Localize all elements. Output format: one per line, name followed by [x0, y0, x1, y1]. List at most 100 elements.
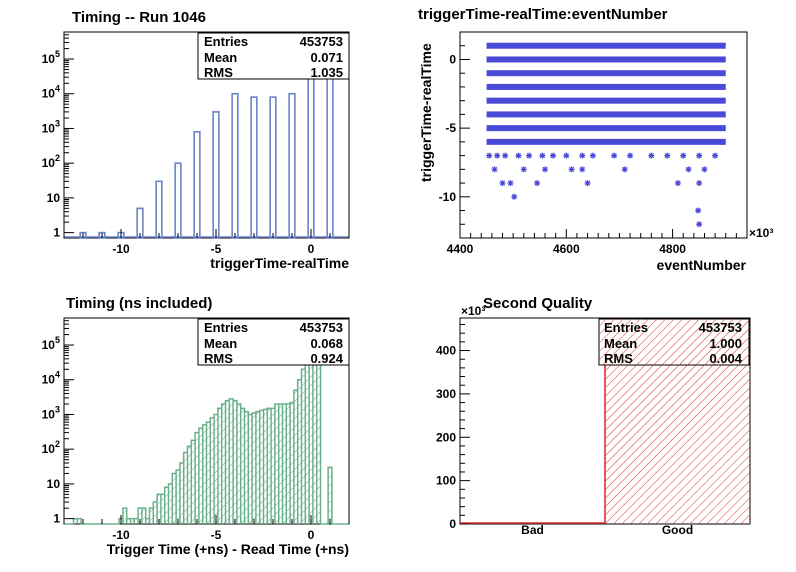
stats-box-hatch [599, 319, 749, 365]
stats-box-frame [197, 32, 350, 80]
scatter-point [526, 152, 533, 159]
scatter-band [486, 125, 726, 132]
stats-rms-value: 0.004 [709, 351, 742, 366]
scatter-point [494, 152, 501, 159]
panel-title: Timing (ns included) [66, 295, 212, 312]
stats-box: Entries 453753 Mean 0.068 RMS 0.924 [197, 318, 350, 366]
stats-rms-value: 1.035 [310, 65, 343, 80]
stats-box: Entries 453753 Mean 1.000 RMS 0.004 [598, 318, 750, 366]
axes: 4400 4600 4800 -10 -5 0 [439, 31, 748, 256]
histogram-bar [174, 162, 182, 239]
scatter-point [627, 152, 634, 159]
scatter-point [499, 180, 506, 187]
scatter-point [695, 207, 702, 214]
stats-mean-value: 0.068 [310, 336, 343, 351]
scatter-point [534, 180, 541, 187]
stats-mean-value: 0.071 [310, 50, 343, 65]
y-tick-label: 400 [436, 344, 456, 358]
stats-entries-value: 453753 [300, 34, 343, 49]
scatter-point [621, 166, 628, 173]
scatter-point [550, 152, 557, 159]
scatter-points [486, 42, 726, 228]
panel-timing-ns: Timing (ns included) -10 -5 0 1 10 102 103 104 1… [42, 295, 350, 557]
scatter-point [579, 166, 586, 173]
stats-entries-label: Entries [604, 320, 648, 335]
scatter-band [486, 70, 726, 77]
plot-frame [459, 31, 748, 239]
y-tick-label: 105 [42, 335, 60, 352]
histogram-outline [64, 323, 349, 525]
scatter-band [486, 56, 726, 63]
y-tick-label: 104 [42, 84, 60, 101]
stats-rms-value: 0.924 [310, 351, 343, 366]
x-tick-label: -10 [112, 242, 130, 256]
y-tick-label: 105 [42, 49, 60, 66]
plot-frame [63, 31, 350, 239]
histogram-bar [193, 131, 201, 239]
y-tick-label: 1 [53, 512, 60, 526]
y-tick-label: 0 [449, 52, 456, 66]
scatter-band [486, 83, 726, 90]
x-axis-multiplier: ×10³ [749, 226, 773, 240]
scatter-point [511, 193, 518, 200]
stats-mean-label: Mean [204, 336, 237, 351]
scatter-point [542, 166, 549, 173]
x-tick-label: -10 [112, 528, 130, 542]
scatter-point [696, 221, 703, 228]
scatter-point [701, 166, 708, 173]
y-axis-label: triggerTime-realTime [418, 43, 434, 182]
y-tick-label: 104 [42, 370, 60, 387]
stats-rms-label: RMS [604, 351, 633, 366]
x-tick-label: 4600 [553, 242, 580, 256]
scatter-point [589, 152, 596, 159]
scatter-point [685, 166, 692, 173]
histogram-bar [288, 92, 296, 239]
scatter-point [680, 152, 687, 159]
y-tick-label: -10 [439, 190, 457, 204]
scatter-band [486, 42, 726, 49]
y-tick-label: -5 [445, 121, 456, 135]
stats-rms-label: RMS [204, 351, 233, 366]
histogram-bar [250, 96, 258, 239]
histogram-bar [231, 92, 239, 239]
stats-box-frame [197, 318, 350, 366]
scatter-point [696, 152, 703, 159]
scatter-band [486, 97, 726, 104]
x-category-label: Good [662, 523, 693, 537]
scatter-point [664, 152, 671, 159]
x-tick-label: 0 [308, 528, 315, 542]
y-tick-label: 103 [42, 404, 60, 421]
y-tick-label: 100 [436, 474, 456, 488]
x-tick-label: 4400 [447, 242, 474, 256]
scatter-band [486, 111, 726, 118]
x-tick-label: 0 [308, 242, 315, 256]
x-axis-label: eventNumber [657, 257, 747, 273]
scatter-point [674, 180, 681, 187]
y-tick-label: 102 [42, 153, 60, 170]
scatter-point [539, 152, 546, 159]
axes: -10 -5 0 1 10 102 103 104 105 [42, 320, 350, 542]
y-tick-label: 0 [449, 517, 456, 531]
histogram-bar [269, 96, 277, 239]
stats-entries-value: 453753 [699, 320, 742, 335]
y-tick-label: 1 [53, 226, 60, 240]
scatter-point [502, 152, 509, 159]
panel-title: Timing -- Run 1046 [72, 9, 206, 26]
scatter-point [584, 180, 591, 187]
stats-mean-value: 1.000 [709, 336, 742, 351]
scatter-point [515, 152, 522, 159]
panel-timing-run: Timing -- Run 1046 -10 -5 0 1 10 102 103 104 105… [42, 9, 350, 271]
scatter-point [507, 180, 514, 187]
panel-scatter: triggerTime-realTime:eventNumber 4400 460… [418, 6, 773, 273]
stats-entries-label: Entries [204, 320, 248, 335]
scatter-band [486, 138, 726, 145]
stats-mean-label: Mean [204, 50, 237, 65]
scatter-point [486, 152, 493, 159]
panel-second-quality: Second Quality Bad Good 0 100 200 300 400 ×10³… [436, 295, 751, 537]
scatter-point [563, 152, 570, 159]
stats-mean-label: Mean [604, 336, 637, 351]
scatter-point [648, 152, 655, 159]
x-tick-label: -5 [211, 528, 222, 542]
scatter-point [568, 166, 575, 173]
